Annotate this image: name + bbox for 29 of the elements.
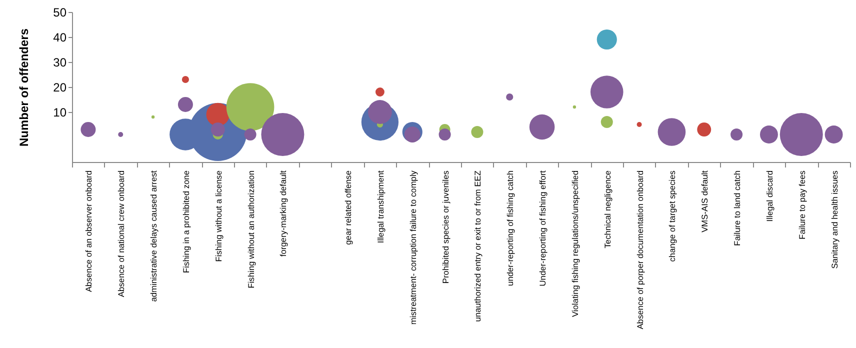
- x-tick-label: forgery-marking default: [278, 170, 288, 257]
- x-tick-label: Fishing without a license: [213, 170, 224, 262]
- y-tick-label: 40: [53, 30, 67, 44]
- x-tick-label: Failure to pay fees: [796, 170, 807, 240]
- x-tick-label: under-reporting of fishing catch: [505, 170, 516, 286]
- x-tick-label: Fishing without an authorization: [246, 170, 256, 288]
- x-tick-label: Absence of porper documentation onboard: [634, 170, 645, 330]
- x-tick-label: Absence of an observer onboard: [84, 170, 94, 292]
- x-tick-label: change of target species: [667, 170, 678, 262]
- x-tick-label: Prohibited species or juveniles: [440, 170, 450, 284]
- x-tick-label: gear related offense: [343, 170, 354, 245]
- y-axis-title: Number of offenders: [17, 28, 32, 147]
- y-tick-label: 30: [53, 56, 67, 70]
- x-tick-label: Under-reporting of fishing effort: [538, 170, 548, 286]
- x-tick-label: unauthorized entry or exit to or from EEZ: [472, 170, 483, 322]
- x-tick-label: Absence of national crew onboard: [116, 170, 126, 298]
- y-tick-label: 10: [53, 106, 67, 120]
- x-tick-label: Fishing in a prohibited zone: [180, 170, 191, 273]
- x-tick-label: Illegal transhipment: [375, 170, 386, 244]
- x-tick-label: mistreatment- corruption failure to comply: [408, 170, 418, 325]
- x-tick-label: Technical negligence: [602, 170, 612, 248]
- x-tick-label: VMS-AIS default: [700, 170, 710, 232]
- x-tick-label: Violating fishing regulations/unspecified: [570, 170, 580, 318]
- y-tick-label: 50: [53, 6, 67, 20]
- x-tick-label: Illegal discard: [764, 170, 774, 222]
- x-tick-label: Failure to land catch: [732, 170, 742, 246]
- y-tick-label: 20: [53, 80, 67, 94]
- x-tick-label: Sanitary and health issues: [829, 170, 840, 269]
- x-tick-label: administrative delays caused arrest: [148, 170, 159, 302]
